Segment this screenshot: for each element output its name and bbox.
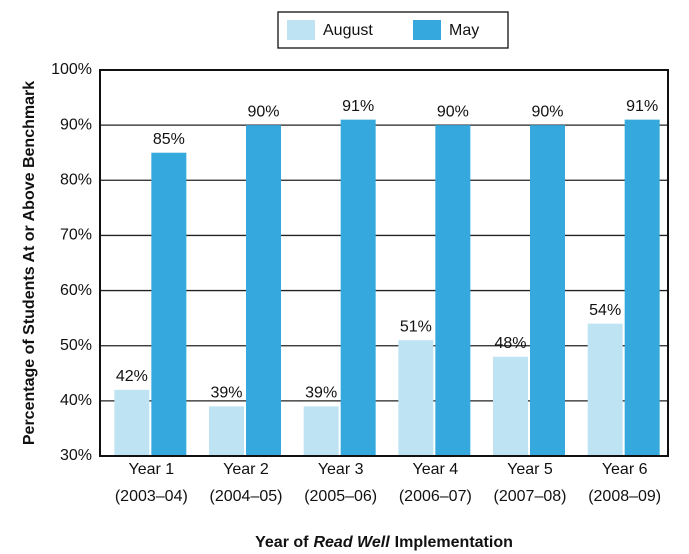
y-tick-label: 40% [60,392,92,409]
legend-swatch [413,20,441,40]
data-label: 85% [153,131,185,148]
data-label: 54% [589,302,621,319]
x-axis-label-part: Year of [255,534,309,551]
bar [151,152,187,456]
data-label: 48% [494,335,526,352]
x-axis-label: Year of Read Well Implementation [255,534,513,551]
bar [114,389,150,456]
x-tick-label: Year 6 [602,461,648,478]
legend-swatch [287,20,315,40]
x-tick-label: Year 1 [128,461,174,478]
y-tick-label: 30% [60,447,92,464]
bar [398,340,434,456]
y-tick-label: 100% [51,61,92,78]
x-tick-label: (2006–07) [399,488,472,505]
x-tick-label: Year 2 [223,461,269,478]
x-tick-label: (2005–06) [304,488,377,505]
bar [624,119,660,456]
x-axis-label-part: Read Well [313,534,390,551]
data-label: 39% [210,385,242,402]
bar [246,125,281,457]
x-axis-label-part: Implementation [395,534,513,551]
x-tick-label: (2008–09) [588,488,661,505]
data-label: 51% [400,318,432,335]
y-tick-label: 60% [60,282,92,299]
y-tick-label: 70% [60,227,92,244]
data-label: 42% [116,368,148,385]
y-axis-label: Percentage of Students At or Above Bench… [21,81,38,445]
bar [587,323,623,456]
x-tick-label: Year 3 [318,461,364,478]
plot-border [99,69,669,457]
legend-box [277,11,509,49]
y-tick-label: 80% [60,172,92,189]
data-label: 91% [342,98,374,115]
x-tick-label: Year 5 [507,461,553,478]
data-label: 90% [247,103,279,120]
x-tick-label: (2004–05) [210,488,283,505]
bar [340,119,376,456]
data-label: 91% [626,98,658,115]
bar [530,125,565,457]
x-tick-label: (2003–04) [115,488,188,505]
x-tick-label: Year 4 [412,461,458,478]
x-tick-label: (2007–08) [494,488,567,505]
legend-label: May [449,22,479,39]
data-label: 39% [305,385,337,402]
bar [493,356,528,456]
bar [435,125,471,457]
legend: August May [277,11,509,49]
legend-label: August [323,22,373,39]
data-label: 90% [531,103,563,120]
data-label: 90% [437,103,469,120]
y-tick-label: 50% [60,337,92,354]
bar [303,406,339,456]
bar [209,406,244,456]
y-tick-label: 90% [60,116,92,133]
